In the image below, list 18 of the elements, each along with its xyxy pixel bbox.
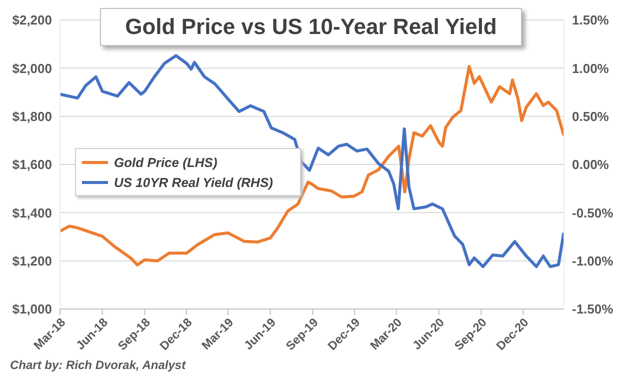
- y-tick-label: $1,600: [12, 157, 52, 172]
- y-tick-label: $1,200: [12, 253, 52, 268]
- text: Chart by: Rich Dvorak, Analyst: [10, 358, 186, 372]
- y2-tick-label: 0.00%: [572, 157, 610, 172]
- y2-tick-label: 0.50%: [572, 108, 610, 124]
- y2-tick-label: 1.00%: [572, 60, 610, 76]
- y2-tick-label: -1.50%: [572, 302, 614, 317]
- y2-tick-label: 1.50%: [572, 12, 610, 28]
- y-tick-label: $1,800: [12, 108, 52, 124]
- y-tick-label: $2,200: [12, 12, 52, 28]
- legend-label: Gold Price (LHS): [114, 154, 218, 170]
- y2-tick-label: -1.00%: [572, 253, 614, 268]
- y2-tick-label: -0.50%: [572, 205, 614, 220]
- legend-label: US 10YR Real Yield (RHS): [114, 174, 273, 190]
- chart-title: Gold Price vs US 10-Year Real Yield: [100, 8, 522, 46]
- y-tick-label: $2,000: [12, 60, 52, 76]
- y-tick-label: $1,400: [12, 205, 52, 220]
- y-tick-label: $1,000: [12, 302, 52, 317]
